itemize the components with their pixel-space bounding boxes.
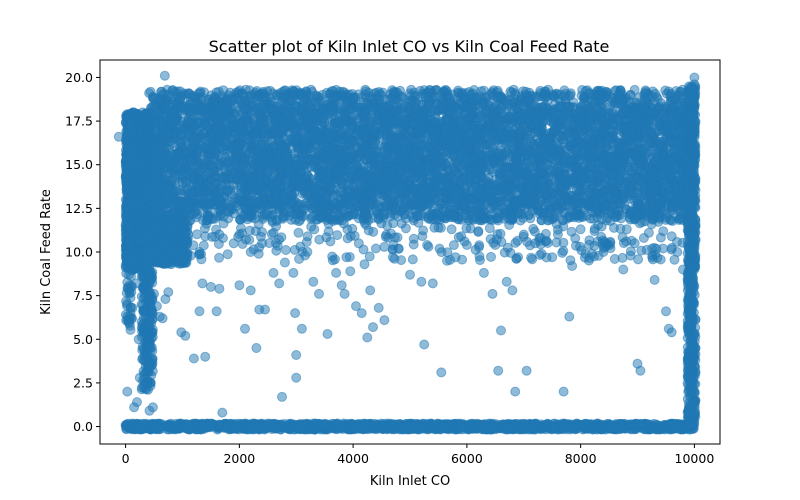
scatter-point — [258, 86, 269, 97]
scatter-point — [154, 93, 164, 104]
scatter-point — [423, 212, 434, 223]
scatter-point — [336, 205, 347, 216]
chart-title: Scatter plot of Kiln Inlet CO vs Kiln Co… — [209, 37, 610, 56]
scatter-point — [145, 86, 156, 97]
scatter-point — [625, 90, 636, 101]
scatter-point — [442, 88, 453, 99]
scatter-point — [406, 95, 417, 106]
scatter-point — [195, 86, 206, 97]
scatter-point — [395, 85, 406, 96]
scatter-point — [485, 209, 496, 220]
scatter-point — [316, 212, 327, 223]
scatter-point — [356, 92, 367, 103]
scatter-point — [492, 87, 503, 98]
scatter-point — [660, 85, 671, 96]
scatter-point — [232, 192, 243, 203]
scatter-point — [576, 90, 587, 101]
scatter-point — [225, 87, 236, 98]
scatter-point — [285, 95, 296, 106]
scatter-point — [574, 212, 584, 223]
scatter-point — [301, 87, 312, 97]
scatter-point — [540, 86, 551, 97]
scatter-point — [176, 91, 187, 102]
scatter-point — [524, 209, 535, 220]
data-points — [113, 70, 701, 435]
scatter-point — [434, 210, 445, 220]
scatter-point — [605, 92, 616, 103]
scatter-point — [563, 90, 574, 101]
